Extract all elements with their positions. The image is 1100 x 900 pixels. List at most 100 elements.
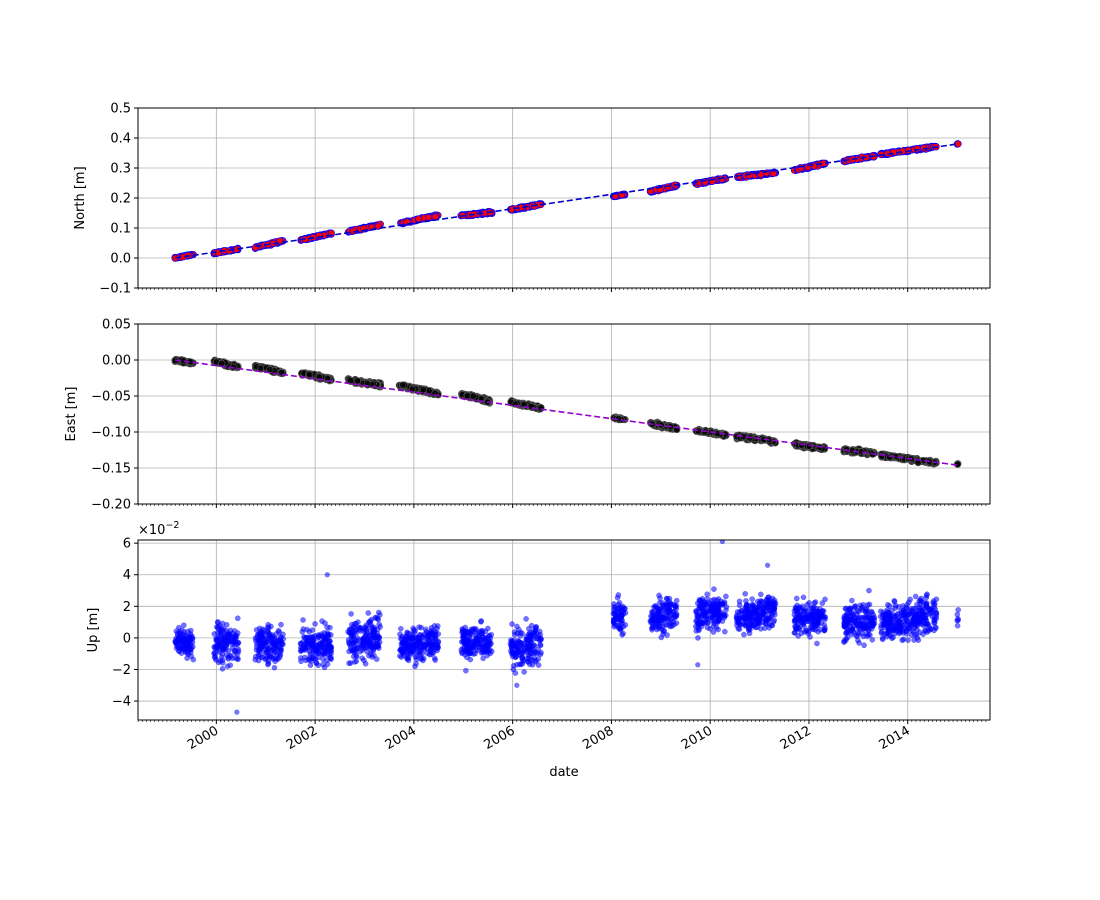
data-point bbox=[298, 658, 304, 665]
data-point bbox=[275, 627, 282, 634]
data-point bbox=[359, 655, 366, 662]
data-point bbox=[464, 392, 472, 400]
data-point bbox=[322, 620, 328, 627]
data-point bbox=[704, 620, 711, 626]
data-point bbox=[756, 620, 763, 627]
data-point bbox=[277, 651, 284, 658]
data-point bbox=[434, 647, 441, 654]
data-point bbox=[366, 652, 372, 659]
data-point bbox=[771, 617, 778, 624]
data-point bbox=[271, 664, 278, 671]
data-point bbox=[742, 622, 748, 629]
data-point bbox=[315, 232, 323, 240]
data-point bbox=[213, 635, 219, 642]
data-point bbox=[760, 615, 767, 621]
data-point bbox=[701, 178, 709, 186]
data-point bbox=[533, 649, 539, 655]
data-point bbox=[415, 215, 423, 223]
data-point bbox=[424, 213, 432, 221]
data-point bbox=[362, 660, 369, 667]
data-point bbox=[418, 632, 424, 639]
data-point bbox=[531, 655, 538, 661]
data-point bbox=[346, 377, 354, 385]
data-point bbox=[365, 610, 372, 616]
data-point bbox=[218, 628, 224, 635]
data-point bbox=[811, 619, 818, 625]
data-point bbox=[300, 617, 306, 623]
data-point bbox=[322, 636, 328, 643]
data-point bbox=[412, 663, 418, 670]
data-point bbox=[219, 659, 226, 666]
data-point bbox=[480, 655, 486, 662]
data-point bbox=[954, 140, 962, 148]
data-point bbox=[256, 640, 263, 646]
data-point bbox=[478, 649, 485, 656]
data-point bbox=[420, 657, 426, 664]
y-ticks-east: −0.20−0.15−0.10−0.050.000.05 bbox=[91, 318, 138, 513]
data-point bbox=[765, 600, 771, 606]
data-point bbox=[695, 635, 701, 641]
data-point bbox=[306, 656, 313, 662]
data-point bbox=[459, 627, 466, 633]
data-point bbox=[304, 626, 310, 633]
data-point bbox=[745, 171, 753, 179]
data-point bbox=[814, 614, 820, 621]
data-point bbox=[234, 615, 241, 622]
data-point bbox=[304, 645, 311, 651]
data-point bbox=[299, 629, 306, 635]
data-point bbox=[422, 626, 429, 633]
x-ticks-north bbox=[137, 288, 987, 292]
data-point bbox=[654, 626, 660, 633]
data-point bbox=[766, 621, 772, 628]
data-point bbox=[734, 609, 741, 615]
data-point bbox=[327, 229, 335, 237]
data-point bbox=[258, 645, 265, 651]
data-point bbox=[619, 631, 625, 638]
data-point bbox=[849, 597, 855, 604]
data-point bbox=[514, 661, 520, 668]
data-point bbox=[660, 631, 666, 637]
data-point bbox=[652, 621, 658, 627]
y-axis-label-east: East [m] bbox=[64, 387, 79, 442]
data-point bbox=[312, 621, 318, 627]
data-point bbox=[696, 605, 702, 612]
data-point bbox=[427, 647, 434, 654]
data-point bbox=[348, 611, 354, 617]
data-point bbox=[480, 643, 486, 650]
data-point bbox=[529, 661, 536, 668]
data-point bbox=[723, 593, 729, 600]
y-tick-label: 0.00 bbox=[102, 354, 131, 369]
data-point bbox=[521, 669, 527, 675]
data-point bbox=[419, 386, 427, 394]
data-point bbox=[485, 649, 491, 656]
data-point bbox=[280, 636, 287, 642]
data-point bbox=[819, 608, 826, 614]
data-point bbox=[463, 667, 469, 674]
data-point bbox=[814, 640, 820, 647]
y-tick-label: 0.0 bbox=[110, 252, 131, 267]
data-point bbox=[465, 637, 471, 644]
data-point bbox=[616, 611, 622, 617]
data-point bbox=[211, 650, 217, 657]
y-tick-label: 0.2 bbox=[110, 192, 131, 207]
data-point bbox=[520, 401, 528, 409]
data-point bbox=[760, 609, 766, 616]
data-point bbox=[426, 632, 432, 639]
data-point bbox=[518, 640, 524, 646]
data-point bbox=[673, 597, 680, 604]
data-point bbox=[694, 427, 702, 435]
data-point bbox=[315, 650, 322, 657]
data-point bbox=[860, 602, 867, 608]
data-point bbox=[258, 634, 265, 640]
data-point bbox=[219, 651, 226, 657]
data-point bbox=[710, 605, 717, 612]
data-point bbox=[184, 650, 191, 656]
y-tick-label: 0.3 bbox=[110, 162, 131, 177]
data-point bbox=[666, 618, 672, 624]
data-point bbox=[353, 377, 361, 385]
data-point bbox=[358, 628, 364, 634]
data-point bbox=[398, 625, 404, 632]
data-point bbox=[869, 636, 876, 643]
grid-north bbox=[138, 107, 990, 289]
